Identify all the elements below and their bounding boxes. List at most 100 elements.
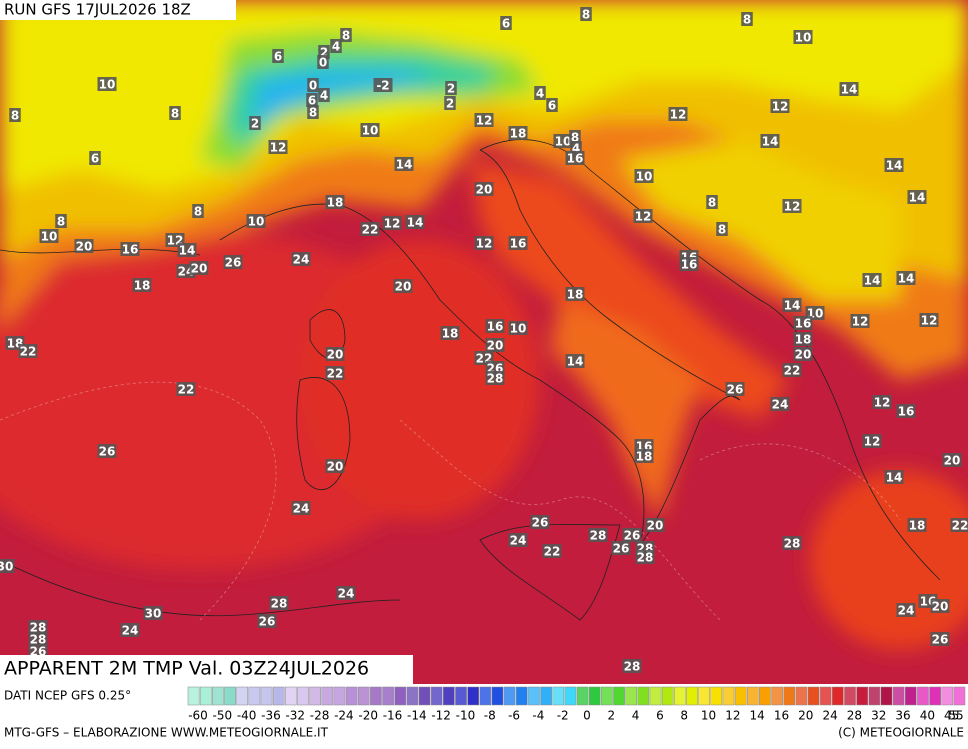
temp-label: 28	[784, 537, 801, 551]
temp-label: 28	[590, 529, 607, 543]
temp-label: 16	[487, 320, 504, 334]
temp-label: 22	[784, 364, 801, 378]
legend-swatch	[662, 687, 673, 705]
temp-label: 16	[510, 237, 527, 251]
legend-swatch	[784, 687, 795, 705]
temp-label: 16	[681, 258, 698, 272]
legend-tick-label: -4	[532, 709, 544, 723]
temp-label: 18	[134, 279, 151, 293]
temp-label: 4	[320, 89, 328, 103]
legend-tick-label: -40	[237, 709, 257, 723]
temp-label: 8	[743, 13, 751, 27]
legend-swatch	[358, 687, 369, 705]
temp-label: 28	[271, 597, 288, 611]
legend-swatch	[541, 687, 552, 705]
run-label: RUN GFS 17JUL2026 18Z	[4, 1, 191, 19]
legend-swatch	[310, 687, 321, 705]
legend-tick-label: -32	[285, 709, 305, 723]
temp-label: 8	[11, 109, 19, 123]
legend-swatch	[808, 687, 819, 705]
temp-label: 12	[476, 114, 493, 128]
temp-label: 12	[864, 435, 881, 449]
legend-tick-label: 10	[701, 709, 716, 723]
legend-tick-label: 55	[948, 709, 963, 723]
temp-label: 20	[795, 348, 812, 362]
temp-label: 8	[582, 8, 590, 22]
temp-label: 20	[327, 460, 344, 474]
legend-tick-label: 24	[822, 709, 837, 723]
temp-label: 12	[772, 100, 789, 114]
temp-label: 2	[446, 97, 454, 111]
legend-tick-label: -10	[456, 709, 476, 723]
legend-swatch	[322, 687, 333, 705]
legend-swatch	[200, 687, 211, 705]
temp-label: 4	[536, 87, 544, 101]
legend-swatch	[686, 687, 697, 705]
temp-label: 30	[145, 607, 162, 621]
temp-label: 18	[327, 196, 344, 210]
temp-label: 16	[567, 152, 584, 166]
source-label: DATI NCEP GFS 0.25°	[4, 689, 131, 703]
temp-label: 22	[20, 345, 37, 359]
legend-swatch	[334, 687, 345, 705]
legend-swatch	[577, 687, 588, 705]
legend-tick-label: 20	[798, 709, 813, 723]
legend-tick-label: -24	[334, 709, 354, 723]
temp-label: 8	[309, 106, 317, 120]
temp-label: 10	[795, 31, 812, 45]
temp-label: 20	[932, 600, 949, 614]
temp-label: 8	[194, 205, 202, 219]
legend-swatch	[954, 687, 965, 705]
temp-label: 20	[76, 240, 93, 254]
temp-label: 8	[718, 223, 726, 237]
legend-swatch	[820, 687, 831, 705]
legend-swatch	[407, 687, 418, 705]
legend-swatch	[285, 687, 296, 705]
legend-tick-label: -2	[557, 709, 569, 723]
temp-label: 16	[795, 317, 812, 331]
legend-swatch	[905, 687, 916, 705]
temp-label: 0	[309, 79, 317, 93]
temp-label: 26	[932, 633, 949, 647]
legend-tick-label: -12	[431, 709, 451, 723]
temp-label: 8	[342, 29, 350, 43]
temp-label: 22	[544, 545, 561, 559]
temp-label: 12	[874, 396, 891, 410]
temp-label: 14	[407, 216, 424, 230]
temp-label: -2	[376, 79, 389, 93]
copyright-label: (C) METEOGIORNALE	[838, 726, 964, 740]
legend-swatch	[370, 687, 381, 705]
legend-tick-label: 4	[632, 709, 640, 723]
legend-swatch	[504, 687, 515, 705]
temp-label: 22	[178, 383, 195, 397]
temp-label: 12	[784, 200, 801, 214]
temp-label: 8	[57, 215, 65, 229]
legend-swatch	[346, 687, 357, 705]
temp-label: 14	[179, 244, 196, 258]
legend-swatch	[832, 687, 843, 705]
temp-label: 14	[886, 159, 903, 173]
legend-swatch	[626, 687, 637, 705]
legend-swatch	[711, 687, 722, 705]
legend-swatch	[589, 687, 600, 705]
legend-tick-label: 16	[774, 709, 789, 723]
legend-swatch	[893, 687, 904, 705]
temp-label: 26	[225, 256, 242, 270]
temp-label: 8	[708, 196, 716, 210]
temp-label: 20	[395, 280, 412, 294]
legend-swatch	[212, 687, 223, 705]
temp-label: 18	[442, 327, 459, 341]
temp-label: 14	[396, 158, 413, 172]
temp-label: 24	[510, 534, 527, 548]
legend-tick-label: -8	[484, 709, 496, 723]
temp-label: 12	[921, 314, 938, 328]
temp-label: 14	[864, 274, 881, 288]
legend-swatch	[419, 687, 430, 705]
legend-tick-label: -60	[188, 709, 208, 723]
temp-label: 12	[852, 315, 869, 329]
temp-label: 10	[510, 322, 527, 336]
temp-label: 8	[171, 107, 179, 121]
temp-label: 10	[555, 135, 572, 149]
legend-swatch	[565, 687, 576, 705]
temp-label: 14	[841, 83, 858, 97]
